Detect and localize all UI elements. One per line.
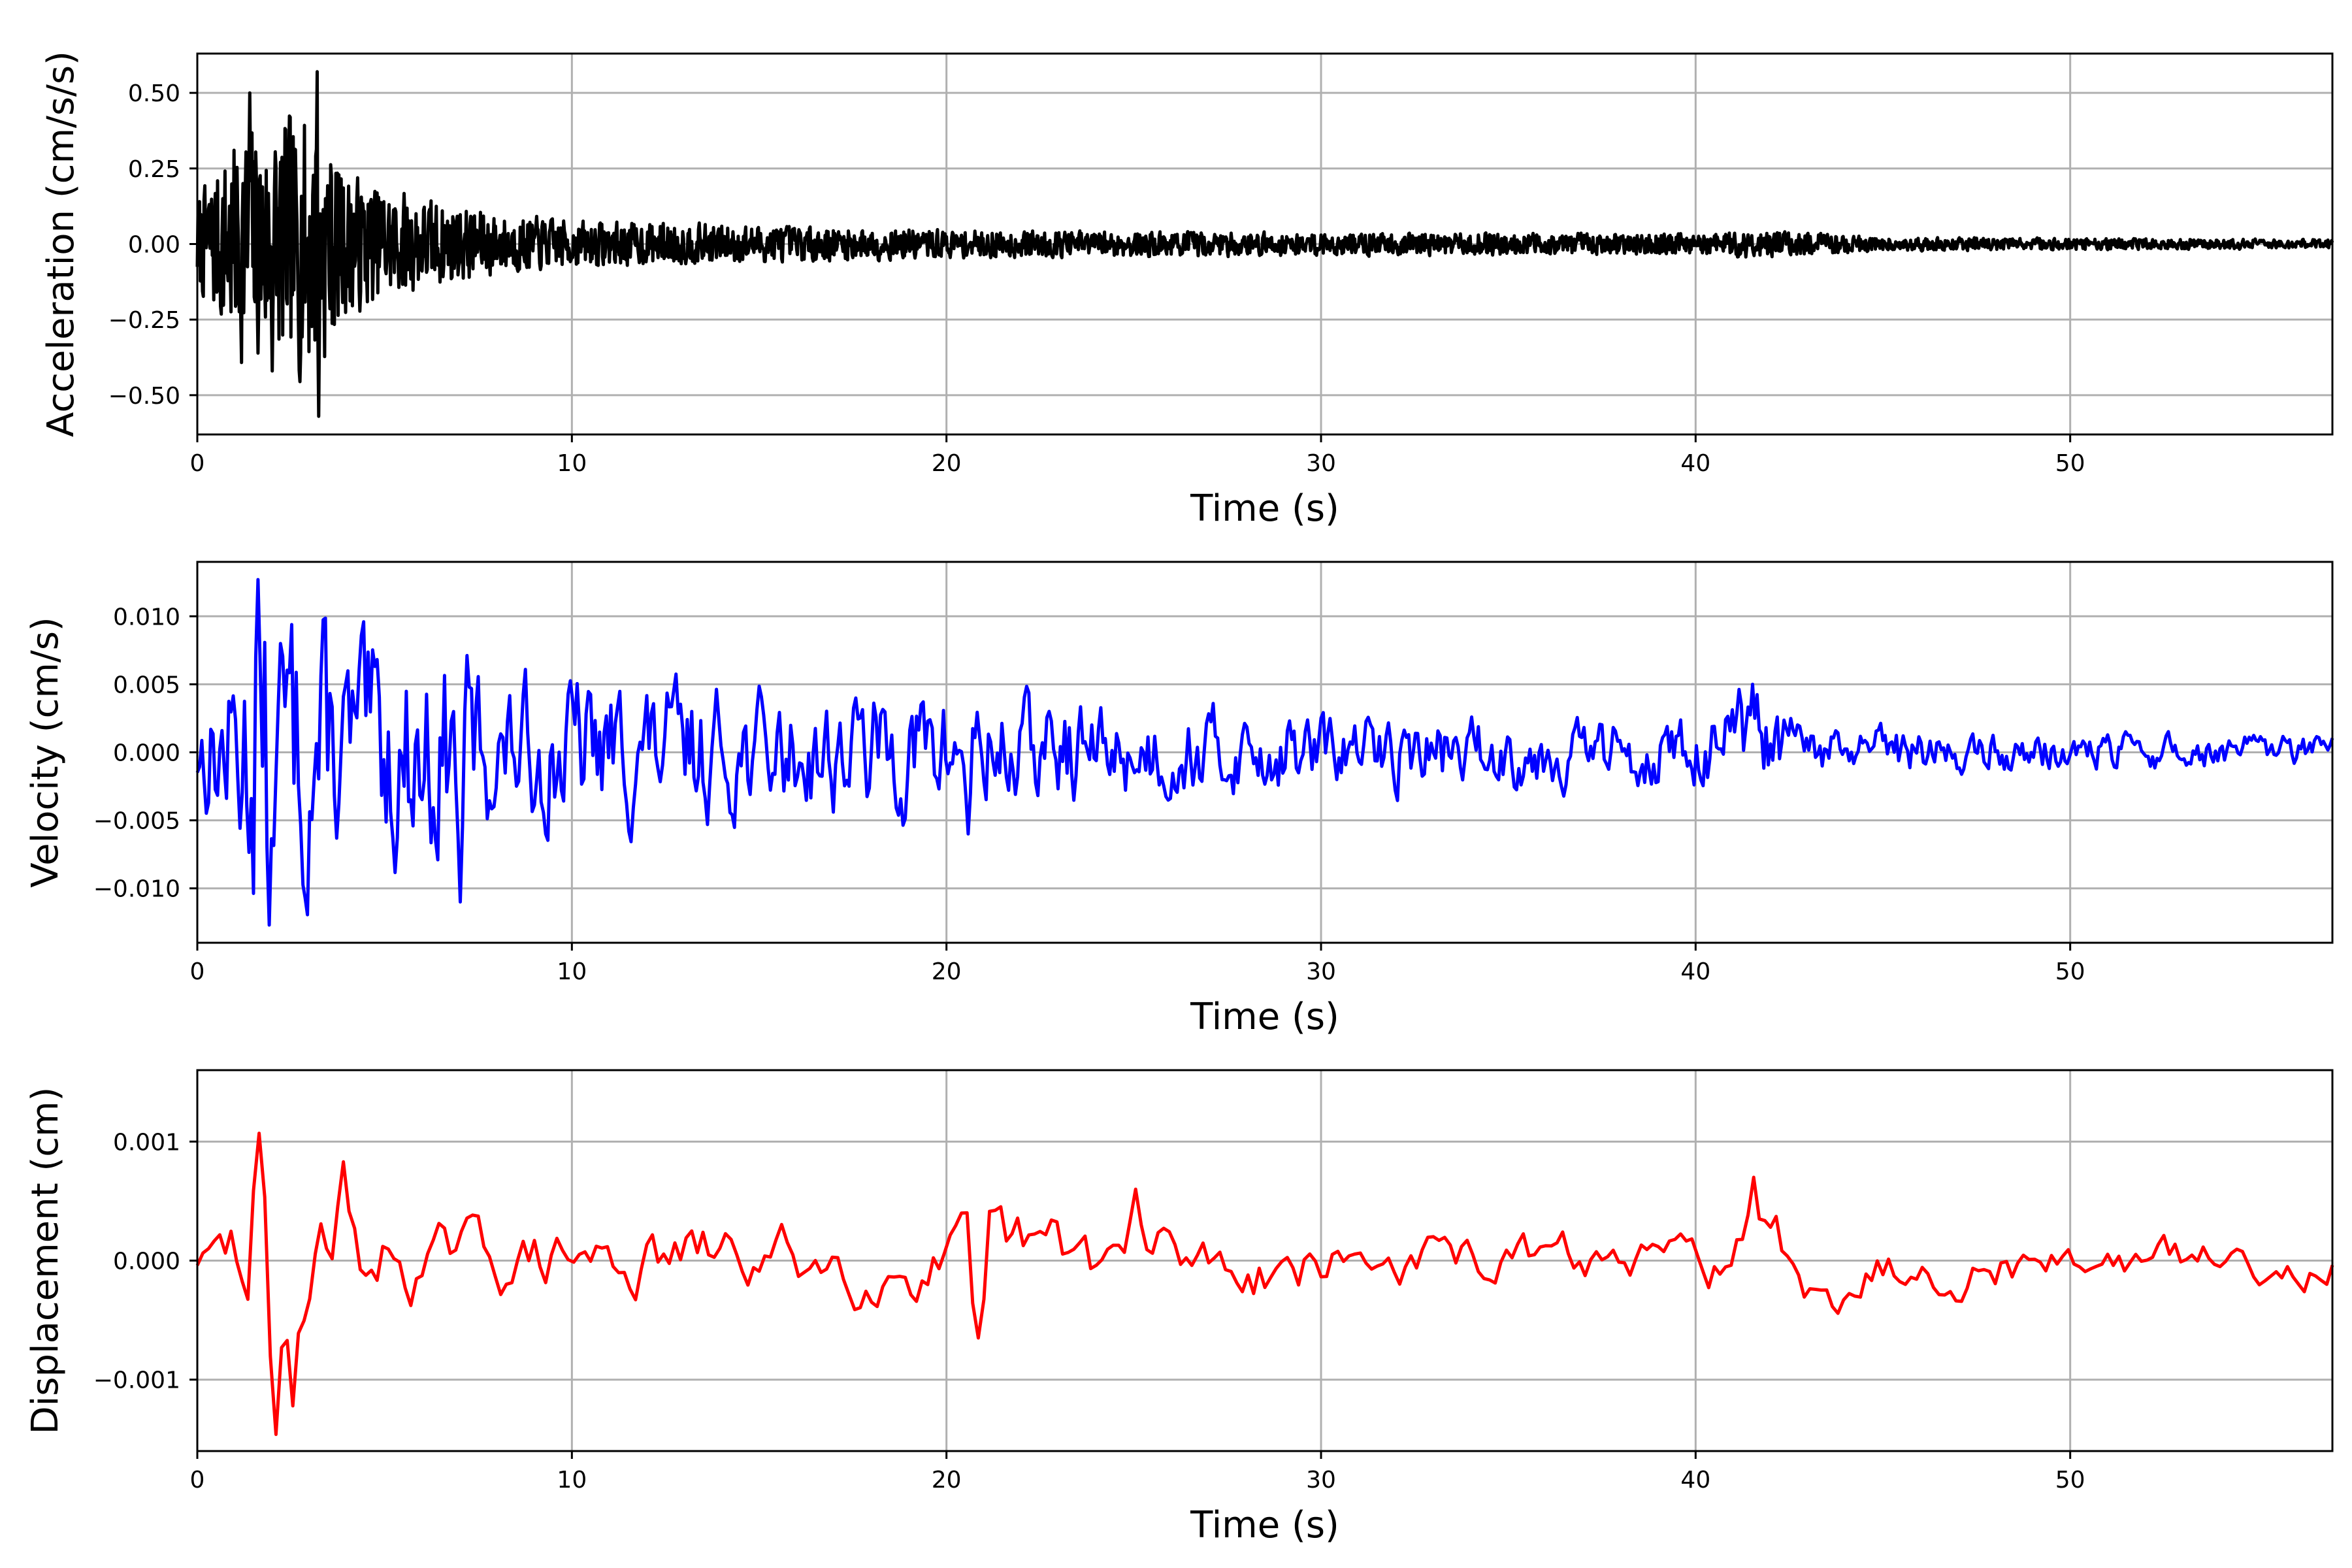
acceleration-y-tick-label: 0.50: [128, 80, 180, 107]
velocity-x-tick-label: 50: [2055, 958, 2085, 985]
velocity-x-tick-label: 30: [1306, 958, 1336, 985]
acceleration-y-tick-label: −0.25: [108, 307, 180, 334]
acceleration-x-axis-label: Time (s): [1190, 487, 1339, 530]
displacement-y-tick-label: 0.000: [113, 1249, 180, 1275]
acceleration-y-tick-label: −0.50: [108, 383, 180, 410]
displacement-x-tick-label: 40: [1680, 1467, 1710, 1494]
displacement-x-tick-label: 10: [557, 1467, 587, 1494]
acceleration-x-tick-label: 30: [1306, 450, 1336, 477]
velocity-x-tick-label: 40: [1680, 958, 1710, 985]
displacement-series-line: [195, 1132, 2334, 1436]
displacement-y-tick-label: −0.001: [93, 1367, 180, 1394]
displacement-x-tick-label: 50: [2055, 1467, 2085, 1494]
velocity-x-tick-label: 10: [557, 958, 587, 985]
displacement-y-tick-label: 0.001: [113, 1129, 180, 1156]
acceleration-y-tick-label: 0.00: [128, 232, 180, 259]
acceleration-x-tick-label: 40: [1680, 450, 1710, 477]
displacement-panel: 0 10 20 30 40 50 0.001 0.000 −0.001 Time (s) Displ…: [24, 1069, 2334, 1546]
acceleration-x-tick-label: 50: [2055, 450, 2085, 477]
velocity-panel: 0 10 20 30 40 50 0.010 0.005 0.000 −0.005 −0.010 Ti…: [24, 561, 2334, 1038]
velocity-x-tick-label: 0: [190, 958, 205, 985]
velocity-y-tick-label: −0.010: [93, 876, 180, 903]
acceleration-x-tick-label: 20: [932, 450, 962, 477]
velocity-y-axis-label: Velocity (cm/s): [24, 617, 67, 888]
velocity-x-tick-label: 20: [932, 958, 962, 985]
velocity-y-tick-label: 0.000: [113, 740, 180, 767]
displacement-x-tick-label: 30: [1306, 1467, 1336, 1494]
displacement-x-axis-label: Time (s): [1190, 1504, 1339, 1546]
velocity-series-line: [195, 578, 2334, 927]
velocity-y-tick-label: 0.010: [113, 604, 180, 630]
acceleration-y-axis-label: Acceleration (cm/s/s): [40, 51, 82, 437]
acceleration-series-line: [195, 70, 2334, 418]
acceleration-x-tick-label: 0: [190, 450, 205, 477]
acceleration-x-tick-label: 10: [557, 450, 587, 477]
displacement-x-tick-label: 0: [190, 1467, 205, 1494]
displacement-y-axis-label: Displacement (cm): [24, 1087, 67, 1435]
velocity-y-tick-label: −0.005: [93, 808, 180, 835]
velocity-y-tick-label: 0.005: [113, 672, 180, 698]
velocity-x-axis-label: Time (s): [1190, 996, 1339, 1038]
acceleration-panel: 0 10 20 30 40 50 0.50 0.25 0.00 −0.25 −0.50 Time (s…: [40, 51, 2334, 530]
displacement-x-tick-label: 20: [932, 1467, 962, 1494]
acceleration-y-tick-label: 0.25: [128, 156, 180, 183]
